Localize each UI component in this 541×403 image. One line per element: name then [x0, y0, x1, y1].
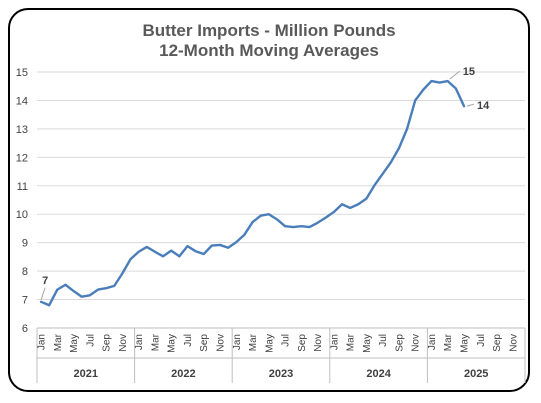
gridlines — [37, 71, 525, 329]
x-tick-label: Sep — [102, 334, 113, 352]
y-tick-label: 8 — [22, 266, 28, 278]
x-tick-label: Nov — [216, 334, 227, 352]
y-axis-ticks: 6 7 8 9 10 11 12 13 14 15 — [16, 67, 28, 335]
data-label: 15 — [463, 66, 475, 78]
annotations: 7 15 14 — [40, 66, 490, 300]
x-tick-label: Jul — [281, 334, 292, 347]
x-tick-label: Sep — [394, 334, 405, 352]
x-tick-label: Mar — [346, 333, 357, 351]
y-tick-label: 13 — [16, 124, 28, 136]
x-tick-label: May — [167, 334, 178, 353]
x-tick-label: Nov — [118, 334, 129, 352]
x-tick-label: Mar — [150, 333, 161, 351]
x-tick-label: Jul — [378, 334, 389, 347]
x-tick-label: Jan — [134, 334, 145, 350]
y-tick-label: 11 — [17, 181, 28, 193]
x-tick-label: Jan — [37, 334, 48, 350]
x-tick-label: Jan — [232, 334, 243, 350]
x-tick-label: Nov — [411, 334, 422, 352]
year-label: 2024 — [366, 368, 391, 380]
data-label: 14 — [477, 100, 490, 112]
year-label: 2025 — [464, 368, 488, 380]
x-tick-label: May — [460, 334, 471, 353]
annotation-leader — [449, 70, 461, 80]
chart-subtitle: 12-Month Moving Averages — [159, 41, 379, 60]
x-tick-label: Jul — [85, 334, 96, 347]
x-tick-label: Jul — [183, 334, 194, 347]
year-label: 2022 — [171, 368, 195, 380]
y-tick-label: 10 — [16, 209, 28, 221]
series-layer — [39, 79, 466, 307]
x-tick-label: Jan — [427, 334, 438, 350]
year-label: 2023 — [269, 368, 293, 380]
year-label: 2021 — [74, 368, 98, 380]
data-label: 7 — [42, 275, 48, 287]
x-tick-label: May — [362, 334, 373, 353]
chart-title: Butter Imports - Million Pounds — [142, 21, 396, 40]
y-tick-label: 14 — [16, 95, 28, 107]
series-line — [39, 79, 466, 307]
y-tick-label: 9 — [22, 238, 28, 250]
x-tick-label: Sep — [297, 334, 308, 352]
x-tick-label: May — [264, 334, 275, 353]
x-tick-label: Mar — [443, 333, 454, 351]
x-tick-label: Sep — [492, 334, 503, 352]
x-tick-label: Mar — [53, 333, 64, 351]
x-tick-label: Mar — [248, 333, 259, 351]
y-tick-label: 7 — [22, 295, 28, 307]
y-tick-label: 6 — [22, 323, 28, 335]
annotation-leader — [466, 103, 475, 107]
y-tick-label: 12 — [16, 152, 28, 164]
x-tick-label: Jul — [476, 334, 487, 347]
x-tick-label: Nov — [508, 334, 519, 352]
y-tick-label: 15 — [16, 67, 28, 79]
x-tick-label: Jan — [329, 334, 340, 350]
annotation-leader — [40, 287, 46, 300]
x-tick-label: Nov — [313, 334, 324, 352]
x-axis: Jan Mar May Jul Sep Nov Jan Mar May Jul Sep Nov Jan M… — [36, 327, 526, 383]
x-tick-label: May — [69, 334, 80, 353]
x-tick-label: Sep — [199, 334, 210, 352]
